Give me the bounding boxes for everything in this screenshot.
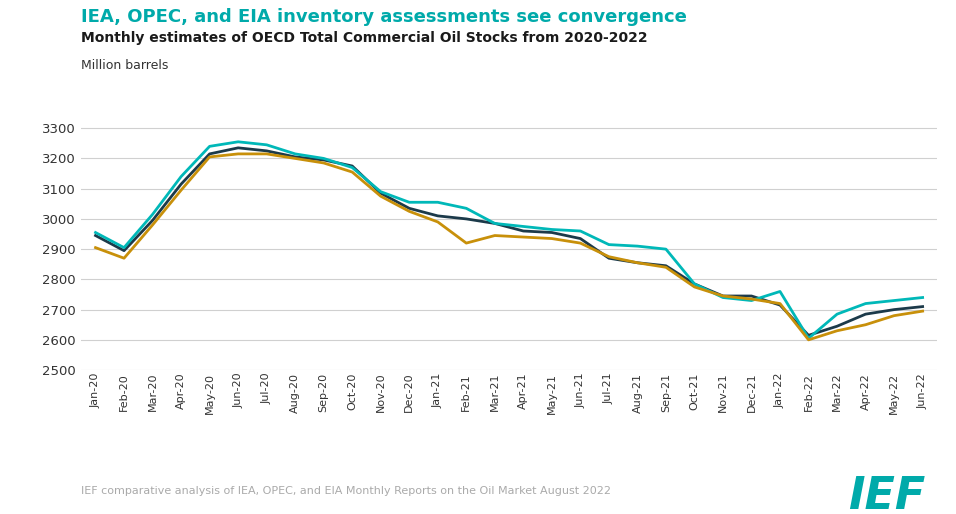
Text: IEF comparative analysis of IEA, OPEC, and EIA Monthly Reports on the Oil Market: IEF comparative analysis of IEA, OPEC, a…	[81, 486, 611, 495]
Text: IEA, OPEC, and EIA inventory assessments see convergence: IEA, OPEC, and EIA inventory assessments…	[81, 8, 687, 26]
Text: IEF: IEF	[848, 475, 925, 514]
Text: Million barrels: Million barrels	[81, 59, 168, 72]
Text: Monthly estimates of OECD Total Commercial Oil Stocks from 2020-2022: Monthly estimates of OECD Total Commerci…	[81, 31, 648, 45]
